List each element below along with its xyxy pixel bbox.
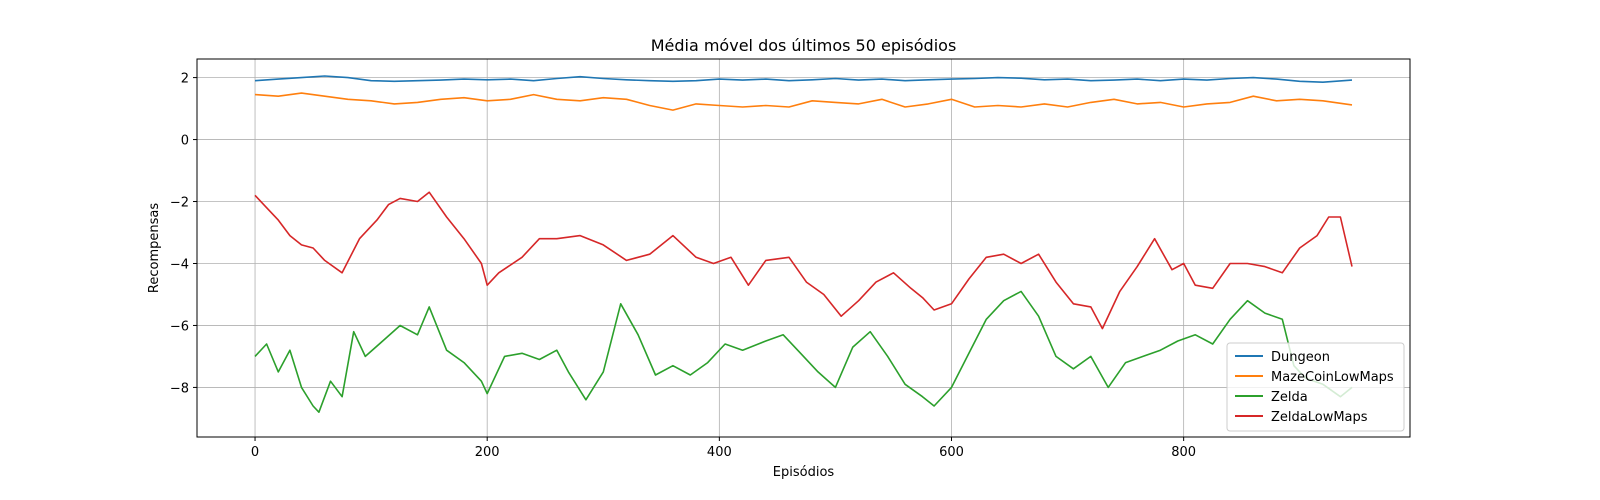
series-line-zelda <box>254 290 1353 414</box>
legend-box <box>1226 342 1405 432</box>
y-tick-label: 0 <box>181 134 189 149</box>
x-tick-label: 0 <box>251 445 259 460</box>
legend-label: Zelda <box>1271 390 1308 405</box>
x-tick-label: 600 <box>939 445 964 460</box>
legend-label: Dungeon <box>1271 350 1330 365</box>
plot-frame <box>196 58 1411 438</box>
y-tick-label: 2 <box>181 72 189 87</box>
legend-label: MazeCoinLowMaps <box>1271 370 1394 385</box>
axis-ticks: 0 200 400 600 800 2 0 −2 −4 −6 −8 <box>170 72 1196 460</box>
chart-title: Média móvel dos últimos 50 episódios <box>651 36 957 55</box>
x-tick-label: 400 <box>707 445 732 460</box>
series-lines <box>254 75 1353 414</box>
y-tick-label: −8 <box>170 381 189 396</box>
x-tick-label: 200 <box>475 445 500 460</box>
x-axis-label: Episódios <box>773 465 835 480</box>
series-line-mazecoinlowmaps <box>254 92 1353 111</box>
grid-lines <box>197 59 1410 437</box>
legend: Dungeon MazeCoinLowMaps Zelda ZeldaLowMaps <box>1226 342 1405 432</box>
series-line-dungeon <box>254 75 1353 83</box>
series-line-zeldalowmaps <box>254 191 1353 330</box>
y-axis-label: Recompensas <box>147 203 162 293</box>
y-tick-label: −6 <box>170 319 189 334</box>
y-tick-label: −4 <box>170 257 189 272</box>
x-tick-label: 800 <box>1171 445 1196 460</box>
y-tick-label: −2 <box>170 196 189 211</box>
legend-label: ZeldaLowMaps <box>1271 410 1368 425</box>
